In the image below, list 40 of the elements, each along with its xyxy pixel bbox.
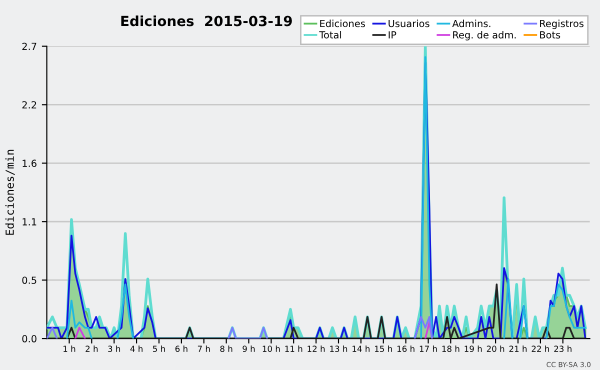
y-tick-label: 1.1 (22, 218, 36, 226)
x-tick-label: 13 h (330, 345, 348, 352)
legend-label: IP (388, 31, 396, 38)
x-tick-label: 22 h (532, 345, 549, 352)
y-tick-label: 1.6 (22, 160, 36, 167)
legend-label: Reg. de adm. (453, 31, 516, 40)
x-tick-label: 20 h (486, 345, 504, 352)
y-axis-title: Ediciones/min (5, 150, 15, 235)
x-tick-label: 17 h (420, 345, 437, 352)
x-tick-label: 18 h (442, 345, 460, 352)
x-tick-label: 4 h (130, 345, 142, 352)
x-tick-label: 14 h (352, 345, 370, 352)
x-tick-label: 12 h (308, 345, 325, 352)
y-tick-label: 2.7 (22, 42, 36, 50)
legend-label: Ediciones (320, 20, 365, 28)
chart-title: Ediciones 2015-03-19 (121, 15, 292, 26)
y-tick-label: 0.0 (22, 335, 36, 342)
x-tick-label: 1 h (64, 345, 76, 352)
x-tick-label: 3 h (108, 345, 120, 352)
legend-label: Usuarios (388, 20, 430, 28)
legend-label: Bots (540, 31, 560, 39)
x-tick-label: 2 h (86, 345, 98, 352)
legend-label: Total (319, 31, 342, 39)
x-tick-label: 6 h (175, 345, 188, 352)
x-tick-label: 9 h (242, 345, 255, 352)
legend-label: Registros (540, 20, 584, 30)
legend-label: Admins. (452, 20, 490, 28)
y-tick-label: 2.2 (22, 101, 36, 108)
x-tick-label: 23 h (554, 345, 572, 352)
y-tick-label: 0.5 (22, 276, 36, 284)
x-tick-label: 5 h (153, 345, 165, 352)
x-tick-label: 8 h (220, 345, 232, 352)
x-tick-label: 11 h (285, 345, 302, 352)
x-tick-label: 19 h (464, 345, 482, 352)
x-tick-label: 15 h (375, 345, 392, 352)
x-tick-label: 10 h (262, 345, 280, 352)
x-tick-label: 21 h (509, 345, 527, 352)
x-tick-label: 16 h (397, 345, 414, 352)
line-series (46, 284, 586, 339)
x-tick-label: 7 h (198, 345, 210, 352)
